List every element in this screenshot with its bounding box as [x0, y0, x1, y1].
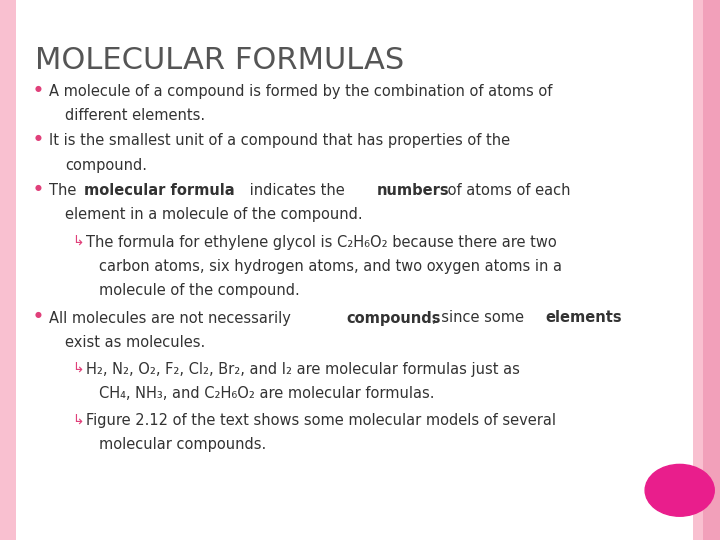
- Text: It is the smallest unit of a compound that has properties of the: It is the smallest unit of a compound th…: [49, 133, 510, 148]
- Text: The: The: [49, 183, 81, 198]
- Text: ●: ●: [35, 133, 42, 143]
- Text: ●: ●: [35, 84, 42, 93]
- Text: elements: elements: [546, 310, 622, 326]
- Text: molecule of the compound.: molecule of the compound.: [99, 284, 300, 299]
- Text: ↳: ↳: [72, 362, 84, 376]
- Text: molecular compounds.: molecular compounds.: [99, 437, 266, 453]
- Text: MOLECULAR FORMULAS: MOLECULAR FORMULAS: [35, 46, 404, 75]
- Text: exist as molecules.: exist as molecules.: [65, 335, 205, 350]
- Text: Figure 2.12 of the text shows some molecular models of several: Figure 2.12 of the text shows some molec…: [86, 413, 557, 428]
- Text: compounds: compounds: [346, 310, 441, 326]
- Text: , since some: , since some: [432, 310, 528, 326]
- Text: indicates the: indicates the: [245, 183, 349, 198]
- Text: molecular formula: molecular formula: [84, 183, 235, 198]
- Text: element in a molecule of the compound.: element in a molecule of the compound.: [65, 207, 362, 222]
- Text: different elements.: different elements.: [65, 108, 205, 123]
- Text: compound.: compound.: [65, 158, 147, 173]
- Text: ●: ●: [35, 183, 42, 192]
- Text: ↳: ↳: [72, 413, 84, 427]
- Text: carbon atoms, six hydrogen atoms, and two oxygen atoms in a: carbon atoms, six hydrogen atoms, and tw…: [99, 259, 562, 274]
- Text: All molecules are not necessarily: All molecules are not necessarily: [49, 310, 295, 326]
- Text: CH₄, NH₃, and C₂H₆O₂ are molecular formulas.: CH₄, NH₃, and C₂H₆O₂ are molecular formu…: [99, 386, 435, 401]
- Text: numbers: numbers: [377, 183, 449, 198]
- Text: A molecule of a compound is formed by the combination of atoms of: A molecule of a compound is formed by th…: [49, 84, 552, 99]
- Text: of atoms of each: of atoms of each: [443, 183, 570, 198]
- Text: H₂, N₂, O₂, F₂, Cl₂, Br₂, and I₂ are molecular formulas just as: H₂, N₂, O₂, F₂, Cl₂, Br₂, and I₂ are mol…: [86, 362, 521, 377]
- Text: ●: ●: [35, 310, 42, 320]
- Text: ↳: ↳: [72, 235, 84, 249]
- Text: The formula for ethylene glycol is C₂H₆O₂ because there are two: The formula for ethylene glycol is C₂H₆O…: [86, 235, 557, 250]
